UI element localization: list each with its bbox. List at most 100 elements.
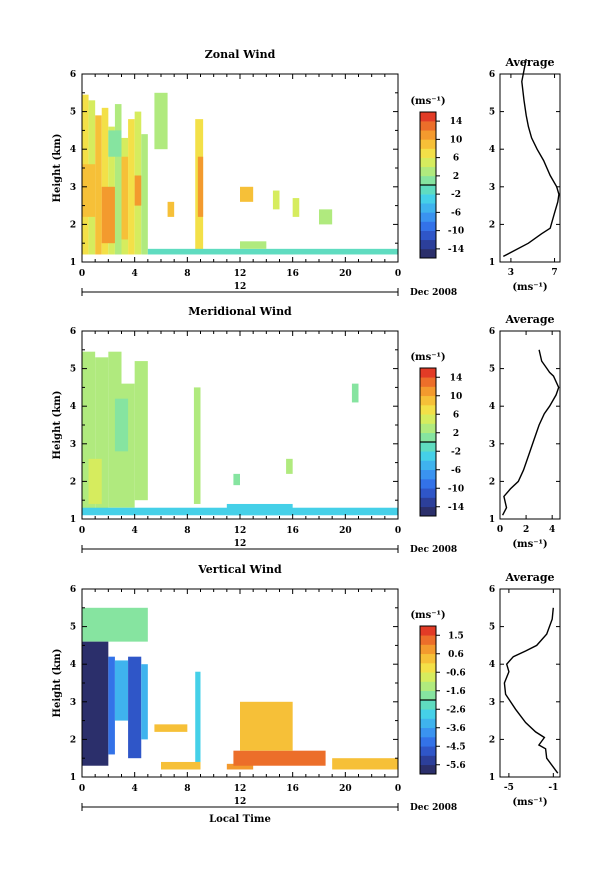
profile-x-tick-label: -1 [548, 783, 558, 793]
colorbar-tick-label: -1.6 [446, 687, 465, 697]
profile-x-tick-label: 0 [497, 525, 503, 535]
profile-y-tick-label: 4 [489, 402, 495, 412]
zonal-heatmap [82, 92, 398, 255]
colorbar-tick-label: 2 [453, 429, 459, 439]
heatmap-cell [134, 175, 142, 206]
heatmap-cell [161, 761, 201, 770]
y-tick-label: 3 [70, 183, 76, 193]
colorbar-band [420, 626, 436, 636]
x-tick-label: 20 [339, 269, 352, 279]
meridional-date-label: Dec 2008 [410, 545, 457, 555]
colorbar-band [420, 737, 436, 747]
colorbar-band [420, 727, 436, 738]
x-tick-label: 0 [79, 269, 85, 279]
profile-y-tick-label: 5 [489, 365, 495, 375]
colorbar-band [420, 175, 436, 186]
x-tick-label: 4 [132, 526, 138, 536]
y-tick-label: 3 [70, 440, 76, 450]
colorbar-band [420, 395, 436, 406]
colorbar-band [420, 203, 436, 213]
vertical-title: Vertical Wind [197, 563, 282, 576]
y-tick-label: 6 [70, 585, 76, 595]
heatmap-cell [82, 164, 96, 217]
colorbar-tick-label: 1.5 [448, 631, 464, 641]
y-tick-label: 1 [70, 773, 76, 783]
zonal-ylabel: Height (km) [52, 134, 63, 203]
heatmap-cell [193, 387, 201, 504]
vertical-colorbar: 1.5 0.6 -0.6 -1.6 -2.6 -3.6 -4.5 -5.6 (ms⁻¹) [410, 610, 466, 775]
x-tick-label: 0 [395, 269, 401, 279]
vertical-xlabel: Local Time [209, 814, 271, 825]
colorbar-band [420, 497, 436, 508]
colorbar-band [420, 432, 436, 443]
zonal-day-label: 12 [234, 282, 247, 292]
profile-y-tick-label: 1 [489, 515, 495, 525]
colorbar-tick-label: -10 [448, 227, 464, 237]
profile-y-tick-label: 3 [489, 698, 495, 708]
profile-y-tick-label: 1 [489, 773, 495, 783]
colorbar-band [420, 230, 436, 241]
colorbar-tick-label: 0.6 [448, 650, 464, 660]
heatmap-cell [114, 660, 129, 721]
heatmap-cell [226, 503, 293, 516]
y-tick-label: 4 [70, 660, 76, 670]
profile-x-tick-label: 7 [551, 268, 557, 278]
y-tick-label: 6 [70, 70, 76, 80]
heatmap-cell [233, 750, 326, 766]
profile-title: Average [504, 56, 554, 69]
colorbar-band [420, 451, 436, 461]
profile-x-tick-label: -5 [504, 783, 514, 793]
colorbar-band [420, 405, 436, 415]
colorbar-band [420, 166, 436, 177]
colorbar-band [420, 469, 436, 480]
y-tick-label: 5 [70, 365, 76, 375]
profile-line [503, 607, 559, 774]
colorbar-band [420, 488, 436, 498]
heatmap-cell [108, 130, 122, 157]
colorbar-band [420, 442, 436, 452]
colorbar-band [420, 130, 436, 140]
colorbar-tick-label: -14 [448, 245, 464, 255]
profile-x-tick-label: 2 [523, 525, 529, 535]
colorbar-band [420, 194, 436, 204]
x-tick-label: 12 [234, 784, 247, 794]
profile-y-tick-label: 2 [489, 220, 495, 230]
heatmap-cell [147, 248, 398, 255]
colorbar-band [420, 386, 436, 397]
colorbar-tick-label: 6 [453, 410, 459, 420]
zonal-average-profile: Average 1 2 3 4 5 6 3 7 (ms⁻¹) [489, 56, 561, 293]
colorbar-band [420, 377, 436, 387]
meridional-colorbar-unit: (ms⁻¹) [410, 352, 445, 363]
colorbar-band [420, 700, 436, 710]
colorbar-band [420, 764, 436, 775]
y-tick-label: 3 [70, 698, 76, 708]
heatmap-cell [240, 241, 267, 249]
heatmap-cell [82, 607, 148, 642]
heatmap-cell [88, 458, 102, 504]
heatmap-cell [167, 201, 175, 217]
profile-line [501, 349, 560, 516]
colorbar-band [420, 239, 436, 250]
colorbar-band [420, 460, 436, 471]
colorbar-band [420, 414, 436, 424]
heatmap-cell [114, 398, 129, 452]
meridional-title: Meridional Wind [188, 305, 292, 318]
heatmap-cell [108, 656, 115, 755]
colorbar-band [420, 185, 436, 195]
heatmap-cell [114, 104, 122, 255]
heatmap-cell [351, 383, 359, 403]
x-tick-label: 16 [286, 269, 299, 279]
colorbar-tick-label: 6 [453, 154, 459, 164]
colorbar-tick-label: -2.6 [446, 705, 465, 715]
x-tick-label: 16 [286, 784, 299, 794]
x-tick-label: 4 [132, 269, 138, 279]
meridional-colorbar: 14 10 6 2 -2 -6 -10 -14 (ms⁻¹) [410, 352, 464, 517]
heatmap-cell [319, 209, 333, 225]
zonal-title: Zonal Wind [205, 48, 276, 61]
profile-frame [499, 73, 561, 263]
heatmap-cell [134, 361, 148, 501]
y-tick-label: 6 [70, 327, 76, 337]
colorbar-band [420, 248, 436, 259]
colorbar-band [420, 644, 436, 655]
